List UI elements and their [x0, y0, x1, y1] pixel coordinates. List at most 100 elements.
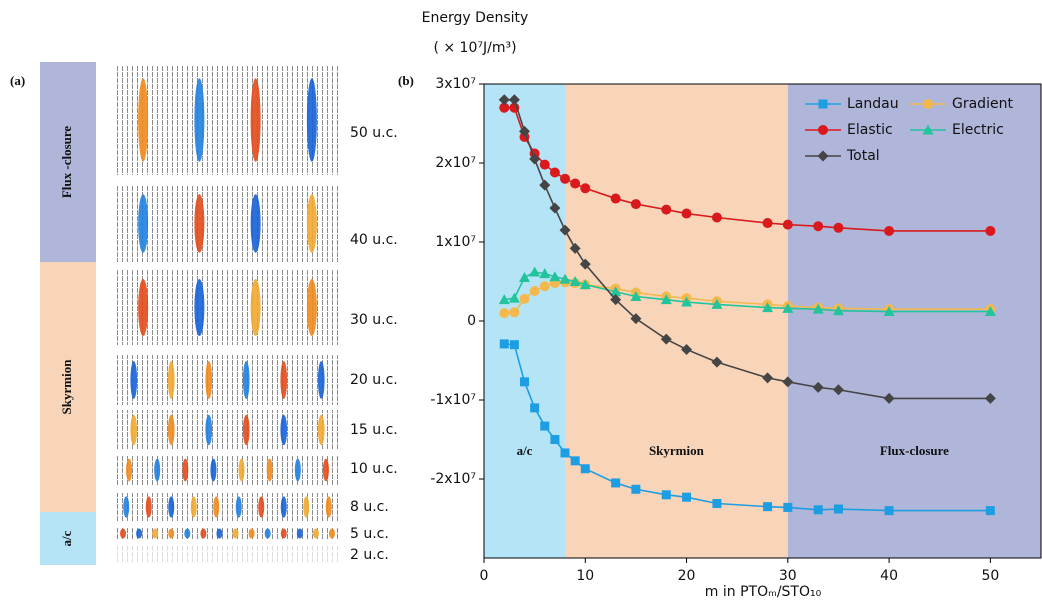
- polar-domain: [281, 496, 287, 517]
- marker: [561, 448, 570, 457]
- polar-domain: [182, 459, 188, 482]
- polar-domain: [243, 415, 250, 445]
- x-tick-label: 10: [576, 568, 594, 584]
- polar-domain: [295, 459, 301, 482]
- polar-domain: [249, 529, 255, 539]
- region-label: Skyrmion: [649, 443, 705, 458]
- polar-domain: [323, 459, 329, 482]
- x-tick-label: 20: [678, 568, 696, 584]
- polar-domain: [318, 415, 325, 445]
- thickness-label: 2 u.c.: [350, 547, 389, 563]
- legend-label: Landau: [847, 96, 899, 112]
- marker: [813, 221, 823, 231]
- phase-label: Flux -closure: [59, 126, 74, 199]
- polar-domain: [123, 496, 129, 517]
- x-tick-label: 0: [480, 568, 489, 584]
- marker: [985, 226, 995, 236]
- marker: [885, 506, 894, 515]
- marker: [580, 183, 590, 193]
- polar-domain: [168, 361, 175, 399]
- marker: [550, 167, 560, 177]
- y-tick-label: -2x10⁷: [430, 471, 476, 487]
- polar-domain: [307, 194, 317, 253]
- polar-domain: [243, 361, 250, 399]
- y-axis-unit: ( × 10⁷J/m³): [433, 40, 516, 56]
- panel-label: (a): [10, 73, 25, 88]
- marker: [661, 205, 671, 215]
- marker: [571, 456, 580, 465]
- thickness-label: 30 u.c.: [350, 312, 398, 328]
- marker: [530, 403, 539, 412]
- polar-domain: [194, 279, 204, 336]
- polar-domain: [213, 496, 219, 517]
- marker: [550, 435, 559, 444]
- polar-domain: [281, 529, 287, 539]
- polar-domain: [191, 496, 197, 517]
- marker: [682, 209, 692, 219]
- polar-domain: [313, 529, 319, 539]
- polar-domain: [168, 529, 174, 539]
- polar-domain: [205, 415, 212, 445]
- legend-label: Elastic: [847, 122, 893, 138]
- marker: [520, 294, 530, 304]
- marker: [834, 505, 843, 514]
- panel-label: (b): [398, 73, 414, 88]
- thickness-label: 40 u.c.: [350, 232, 398, 248]
- marker: [682, 493, 691, 502]
- marker: [783, 220, 793, 230]
- y-tick-label: 2x10⁷: [435, 155, 476, 171]
- y-tick-label: 0: [467, 313, 476, 329]
- vector-field: [115, 355, 340, 405]
- polar-domain: [184, 529, 190, 539]
- marker: [520, 377, 529, 386]
- polar-domain: [307, 78, 317, 162]
- legend-marker: [923, 99, 933, 109]
- vector-field: [115, 185, 340, 262]
- thickness-label: 15 u.c.: [350, 422, 398, 438]
- polar-domain: [303, 496, 309, 517]
- marker: [712, 213, 722, 223]
- polar-domain: [130, 415, 137, 445]
- polar-domain: [120, 529, 126, 539]
- legend-label: Gradient: [952, 96, 1013, 112]
- thickness-label: 8 u.c.: [350, 499, 389, 515]
- y-tick-label: -1x10⁷: [430, 392, 476, 408]
- thickness-label: 50 u.c.: [350, 125, 398, 141]
- y-axis-title: Energy Density: [422, 10, 529, 26]
- marker: [540, 422, 549, 431]
- thickness-label: 20 u.c.: [350, 372, 398, 388]
- polar-domain: [297, 529, 303, 539]
- polar-domain: [126, 459, 132, 482]
- marker: [712, 499, 721, 508]
- marker: [499, 308, 509, 318]
- legend-marker: [819, 100, 828, 109]
- marker: [814, 505, 823, 514]
- vector-field: [115, 410, 340, 450]
- polar-domain: [265, 529, 271, 539]
- polar-domain: [168, 415, 175, 445]
- legend-label: Electric: [952, 122, 1004, 138]
- polar-domain: [251, 194, 261, 253]
- legend-marker: [818, 125, 828, 135]
- marker: [500, 339, 509, 348]
- marker: [611, 194, 621, 204]
- polar-domain: [258, 496, 264, 517]
- marker: [833, 223, 843, 233]
- marker: [763, 502, 772, 511]
- vector-field: [115, 527, 340, 540]
- region-label: Flux-closure: [880, 443, 949, 458]
- polar-domain: [251, 279, 261, 336]
- polar-domain: [194, 78, 204, 162]
- vector-field: [115, 455, 340, 485]
- marker: [560, 174, 570, 184]
- phase-label: a/c: [59, 530, 74, 546]
- polar-domain: [267, 459, 273, 482]
- polar-domain: [326, 496, 332, 517]
- marker: [631, 485, 640, 494]
- x-axis-title: m in PTOₘ/STO₁₀: [705, 584, 822, 600]
- polar-domain: [146, 496, 152, 517]
- legend-label: Total: [846, 148, 880, 164]
- polar-domain: [136, 529, 142, 539]
- y-tick-label: 1x10⁷: [435, 234, 476, 250]
- polar-domain: [138, 194, 148, 253]
